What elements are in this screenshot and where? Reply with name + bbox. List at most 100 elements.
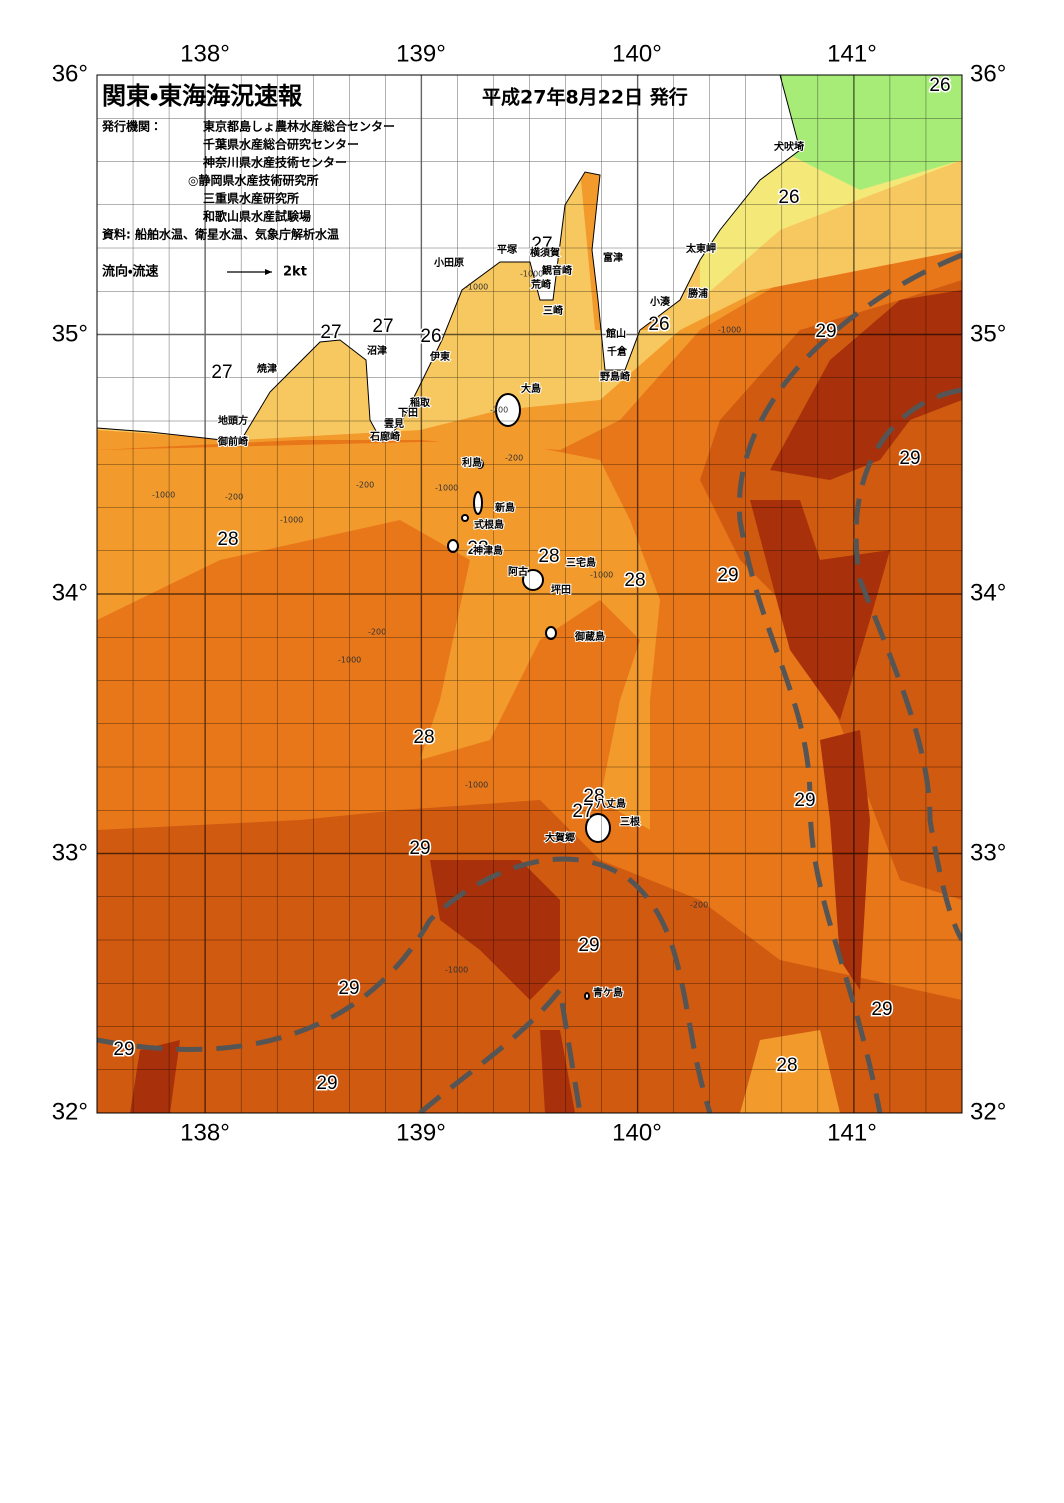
temperature-label: 29: [717, 565, 738, 586]
temperature-label: 27: [211, 362, 232, 383]
title: 関東・東海海況速報: [102, 82, 303, 110]
temperature-label: 28: [217, 529, 238, 550]
place-name: 三宅島: [566, 556, 596, 569]
depth-label: -1000: [445, 966, 468, 975]
temperature-label: 29: [899, 448, 920, 469]
place-name: 下田: [398, 407, 418, 419]
temperature-label: 29: [113, 1039, 134, 1060]
lat-label: 35°: [52, 320, 88, 347]
place-name: 八丈島: [596, 797, 626, 810]
lat-label: 33°: [52, 839, 88, 866]
hot-core: [820, 730, 870, 990]
temperature-label: 27: [572, 801, 593, 822]
depth-label: -1000: [718, 326, 741, 335]
depth-label: -1000: [152, 491, 175, 500]
cool-patch: [740, 1030, 840, 1113]
temperature-label: 29: [794, 790, 815, 811]
place-name: 石廊崎: [369, 430, 400, 443]
place-name: 地頭方: [218, 414, 248, 427]
place-name: 焼津: [257, 362, 277, 375]
current-axis: [97, 252, 962, 1113]
depth-label: -200: [690, 901, 708, 910]
lat-label: 32°: [52, 1098, 88, 1125]
depth-label: -200: [356, 481, 374, 490]
place-name: 三崎: [543, 304, 563, 317]
place-name: 小田原: [433, 256, 464, 269]
temperature-label: 29: [316, 1073, 337, 1094]
temperature-label: 28: [467, 538, 488, 559]
place-name: 式根島: [474, 518, 504, 531]
publisher-label: 発行機関：: [101, 119, 162, 134]
place-name: 神津島: [472, 544, 503, 557]
lat-label: 36°: [970, 60, 1006, 87]
place-name: 沼津: [367, 344, 387, 357]
lon-label: 138°: [180, 1119, 230, 1146]
lat-label: 35°: [970, 320, 1006, 347]
temperature-label: 29: [815, 321, 836, 342]
temperature-label: 27: [372, 316, 393, 337]
depth-label: -1000: [280, 516, 303, 525]
depth-label: -1000: [590, 571, 613, 580]
depth-label: -200: [505, 454, 523, 463]
temperature-label: 29: [871, 999, 892, 1020]
depth-label: -1000: [435, 484, 458, 493]
temperature-label: 29: [578, 935, 599, 956]
publisher: 神奈川県水産技術センター: [202, 155, 347, 170]
lat-label: 34°: [970, 579, 1006, 606]
temperature-label: 28: [538, 546, 559, 567]
place-name: 館山: [605, 327, 626, 340]
place-name: 大島: [521, 382, 541, 395]
land: [97, 75, 801, 443]
temperature-label: 28: [413, 727, 434, 748]
publisher: 千葉県水産総合研究センター: [203, 137, 359, 152]
temperature-label: 28: [583, 786, 604, 807]
lon-label: 139°: [396, 1119, 446, 1146]
depth-label: -200: [225, 493, 243, 502]
temperature-label: 29: [338, 978, 359, 999]
lon-label: 139°: [396, 40, 446, 67]
place-name: 青ケ島: [593, 986, 623, 999]
temperature-label: 29: [409, 838, 430, 859]
depth-label: -1000: [520, 270, 543, 279]
depth-label: -1000: [338, 656, 361, 665]
place-name: 千倉: [607, 345, 628, 358]
place-name: 三根: [620, 815, 641, 828]
place-name: 大賀郷: [545, 831, 575, 844]
temperature-label: 26: [420, 326, 441, 347]
graticule: [97, 75, 962, 1113]
place-name: 御前崎: [217, 435, 248, 448]
temperature-label: 27: [320, 322, 341, 343]
publisher: 三重県水産研究所: [203, 191, 299, 206]
place-name: 坪田: [551, 583, 571, 596]
place-name: 新島: [494, 501, 515, 514]
lon-label: 138°: [180, 40, 230, 67]
publisher: 和歌山県水産試験場: [202, 209, 311, 224]
place-name: 犬吠埼: [774, 140, 804, 153]
temperature-label: 27: [531, 234, 552, 255]
place-name: 御蔵島: [574, 630, 605, 643]
place-name: 荒崎: [530, 278, 551, 291]
publisher: ◎静岡県水産技術研究所: [188, 173, 318, 188]
lon-label: 141°: [827, 40, 877, 67]
temperature-label: 26: [929, 75, 950, 96]
place-name: 平塚: [497, 243, 518, 256]
scale-arrowhead: [265, 269, 272, 275]
sst-map: [97, 75, 962, 1113]
publisher: 東京都島しょ農林水産総合センター: [203, 119, 395, 134]
place-name: 伊東: [429, 350, 450, 363]
lat-label: 36°: [52, 60, 88, 87]
depth-label: -200: [490, 406, 508, 415]
temperature-label: 26: [648, 314, 669, 335]
lat-label: 32°: [970, 1098, 1006, 1125]
depth-label: -1000: [465, 283, 488, 292]
place-name: 観音崎: [542, 264, 572, 277]
depth-label: -1000: [465, 781, 488, 790]
current-legend: 流向・流速: [102, 264, 158, 280]
depth-label: -200: [368, 628, 386, 637]
islands: [447, 393, 611, 1000]
lat-label: 33°: [970, 839, 1006, 866]
lon-label: 141°: [827, 1119, 877, 1146]
lat-label: 34°: [52, 579, 88, 606]
place-name: 富津: [603, 251, 623, 264]
